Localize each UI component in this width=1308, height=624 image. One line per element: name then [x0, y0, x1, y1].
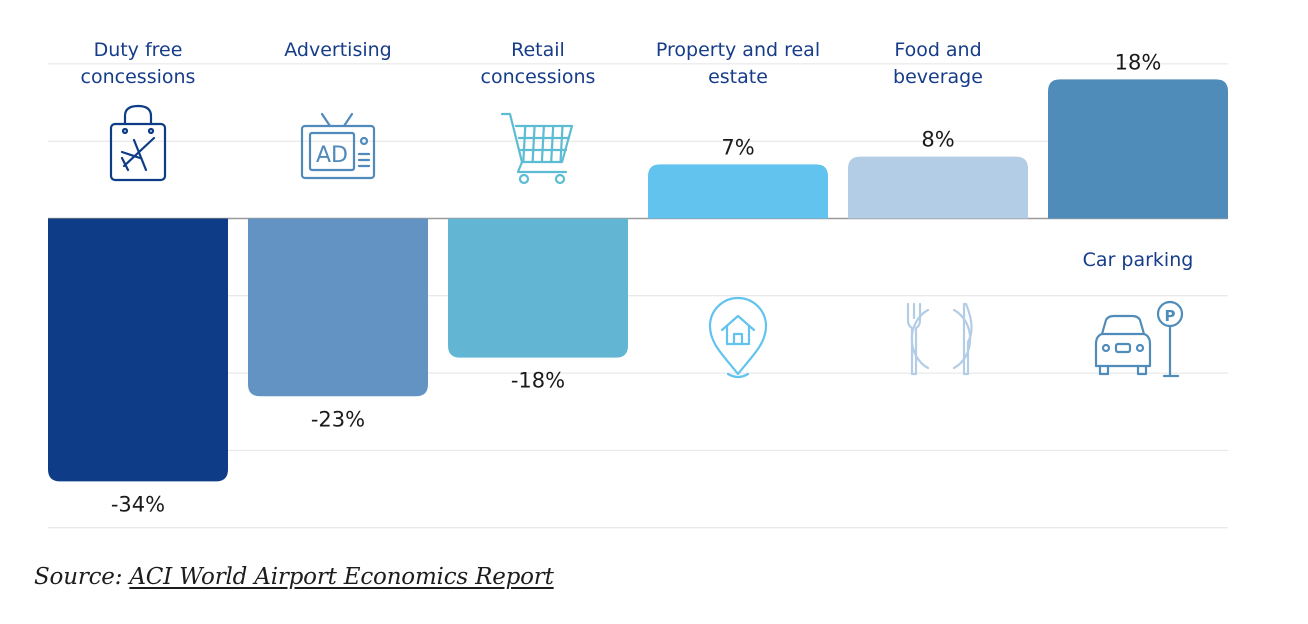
- category-label: Property and real: [656, 39, 820, 61]
- car-parking-icon: P: [1094, 300, 1184, 378]
- category-label: Car parking: [1083, 249, 1194, 271]
- svg-text:AD: AD: [316, 143, 348, 168]
- bar-food-and-beverage: [848, 156, 1028, 219]
- labels: -34% Duty free concessions -23% Advertising -…: [81, 39, 1194, 516]
- bar-chart: AD P -34% Duty free concessions -23% Advertis…: [48, 39, 1228, 529]
- bar-retail-concessions: [448, 218, 628, 358]
- value-label: -23%: [311, 407, 365, 431]
- value-label: 8%: [921, 128, 954, 152]
- plate-fork-knife-icon: [906, 302, 973, 376]
- value-label: 18%: [1115, 50, 1162, 74]
- category-label: concessions: [481, 66, 596, 88]
- category-label: Food and: [894, 39, 981, 61]
- bar-duty-free-concessions: [48, 218, 228, 482]
- source-prefix: Source:: [34, 564, 130, 590]
- value-label: 7%: [721, 135, 754, 159]
- shopping-bag-plane-icon: [109, 104, 167, 182]
- category-label: Advertising: [284, 39, 391, 61]
- source-note: Source: ACI World Airport Economics Repo…: [34, 564, 554, 590]
- bar-property-and-real-estate: [648, 164, 828, 219]
- category-label: beverage: [893, 66, 983, 88]
- category-label: estate: [708, 66, 768, 88]
- category-label: concessions: [81, 66, 196, 88]
- gridlines: [48, 63, 1228, 529]
- bars: [48, 79, 1228, 482]
- house-pin-icon: [708, 296, 768, 379]
- category-label: Retail: [511, 39, 565, 61]
- value-label: -34%: [111, 492, 165, 516]
- value-label: -18%: [511, 369, 565, 393]
- bar-car-parking: [1048, 79, 1228, 219]
- source-link[interactable]: ACI World Airport Economics Report: [129, 564, 554, 590]
- shopping-cart-icon: [500, 112, 574, 185]
- category-label: Duty free: [94, 39, 183, 61]
- tv-ad-icon: AD: [300, 112, 376, 180]
- svg-text:P: P: [1165, 307, 1176, 325]
- bar-advertising: [248, 218, 428, 397]
- category-icons: AD P: [109, 104, 1184, 379]
